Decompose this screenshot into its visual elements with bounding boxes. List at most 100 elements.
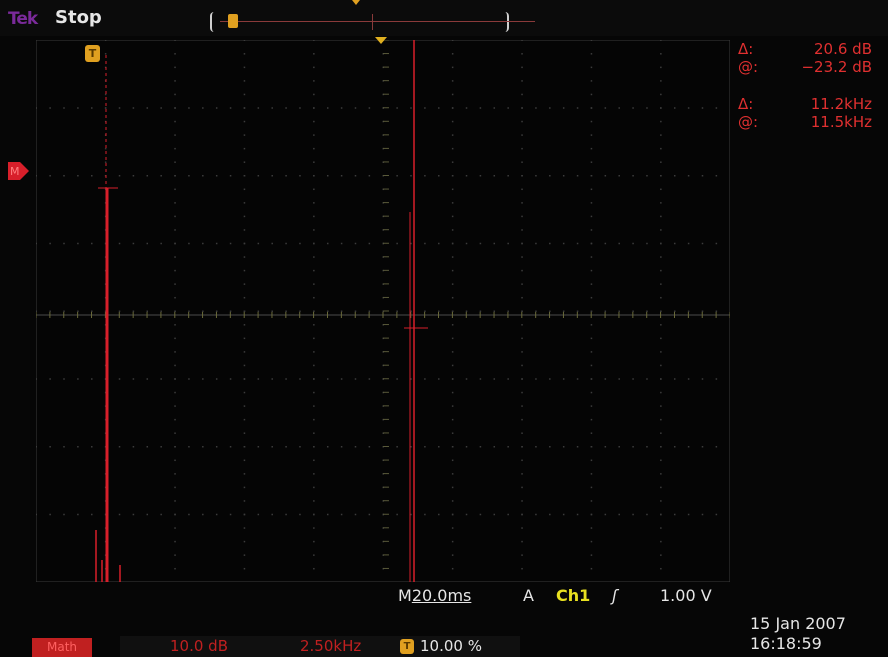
grid-dot: [507, 107, 509, 109]
math-channel-badge[interactable]: Math: [32, 638, 92, 657]
grid-dot: [313, 554, 315, 556]
grid-dot: [36, 310, 37, 312]
grid-dot: [451, 147, 454, 150]
trigger-position-icon[interactable]: T: [85, 45, 100, 62]
grid-dot: [701, 378, 704, 380]
grid-dot: [521, 554, 523, 556]
grid-dot: [313, 486, 315, 489]
grid-dot: [118, 446, 121, 448]
grid-dot: [174, 80, 176, 82]
grid-dot: [451, 134, 454, 136]
trigger-source-channel[interactable]: Ch1: [556, 586, 591, 605]
grid-dot: [451, 80, 454, 82]
grid-dot: [174, 296, 176, 299]
grid-dot: [313, 66, 315, 69]
grid-dot: [618, 378, 620, 380]
grid-dot: [77, 107, 79, 109]
grid-dot: [104, 40, 107, 41]
grid-dot: [257, 310, 260, 312]
timebase-prefix: M: [398, 586, 412, 605]
grid-dot: [521, 364, 523, 367]
grid-dot: [715, 310, 718, 312]
grid-dot: [660, 310, 662, 312]
grid-dot: [243, 283, 246, 285]
grid-dot: [715, 378, 718, 380]
grid-dot: [313, 175, 315, 177]
grid-dot: [590, 93, 593, 96]
grid-dot: [313, 540, 315, 543]
timebase-readout[interactable]: M20.0ms: [398, 586, 471, 605]
grid-dot: [104, 147, 107, 150]
grid-dot: [243, 378, 246, 380]
grid-dot: [660, 256, 662, 258]
run-state-indicator[interactable]: Stop: [55, 7, 102, 28]
grid-dot: [313, 296, 315, 299]
grid-dot: [146, 378, 149, 380]
grid-dot: [188, 446, 190, 448]
grid-dot: [368, 513, 371, 516]
grid-dot: [313, 513, 315, 516]
grid-dot: [215, 446, 218, 448]
grid-dot: [507, 513, 509, 516]
grid-dot: [243, 215, 246, 218]
grid-dot: [590, 283, 593, 285]
grid-dot: [701, 446, 704, 448]
grid-dot: [451, 513, 454, 516]
grid-dot: [132, 513, 135, 516]
grid-dot: [299, 107, 301, 109]
grid-dot: [49, 310, 51, 312]
grid-dot: [174, 364, 176, 367]
grid-dot: [132, 107, 135, 109]
grid-dot: [521, 527, 523, 529]
grid-dot: [451, 53, 454, 55]
grid-dot: [174, 459, 176, 462]
grid-dot: [215, 175, 218, 177]
grid-dot: [313, 364, 315, 367]
grid-dot: [438, 242, 440, 245]
graticule-svg: [36, 40, 730, 582]
grid-dot: [451, 120, 454, 123]
grid-dot: [562, 107, 565, 109]
grid-dot: [146, 310, 149, 312]
grid-dot: [160, 378, 162, 380]
grid-dot: [326, 378, 329, 380]
grid-dot: [174, 513, 176, 516]
grid-dot: [243, 107, 246, 109]
grid-dot: [687, 242, 690, 245]
grid-dot: [243, 364, 246, 367]
grid-dot: [562, 310, 565, 312]
grid-dot: [729, 175, 730, 177]
grid-dot: [451, 364, 454, 367]
grid-dot: [285, 513, 287, 516]
math-info-panel: [120, 636, 520, 657]
grid-dot: [451, 93, 454, 96]
grid-dot: [535, 378, 537, 380]
grid-dot: [104, 161, 107, 163]
grid-dot: [243, 432, 246, 434]
grid-dot: [660, 540, 662, 543]
grid-dot: [313, 418, 315, 421]
grid-dot: [660, 215, 662, 218]
trigger-level-value[interactable]: 1.00 V: [660, 586, 712, 605]
grid-dot: [673, 107, 676, 109]
math-ground-marker-icon[interactable]: M: [8, 160, 30, 182]
grid-dot: [410, 242, 412, 245]
grid-dot: [660, 107, 662, 109]
grid-dot: [521, 310, 523, 312]
grid-dot: [118, 107, 121, 109]
grid-dot: [174, 229, 176, 231]
grid-dot: [521, 418, 523, 421]
grid-dot: [424, 175, 426, 177]
grid-dot: [146, 175, 149, 177]
grid-dot: [673, 242, 676, 245]
grid-dot: [257, 446, 260, 448]
grid-dot: [285, 175, 287, 177]
grid-dot: [521, 324, 523, 326]
grid-dot: [576, 107, 579, 109]
grid-dot: [549, 310, 551, 312]
graticule[interactable]: [36, 40, 730, 582]
grid-dot: [701, 175, 704, 177]
grid-dot: [174, 418, 176, 421]
grid-dot: [660, 283, 662, 285]
grid-dot: [438, 446, 440, 448]
